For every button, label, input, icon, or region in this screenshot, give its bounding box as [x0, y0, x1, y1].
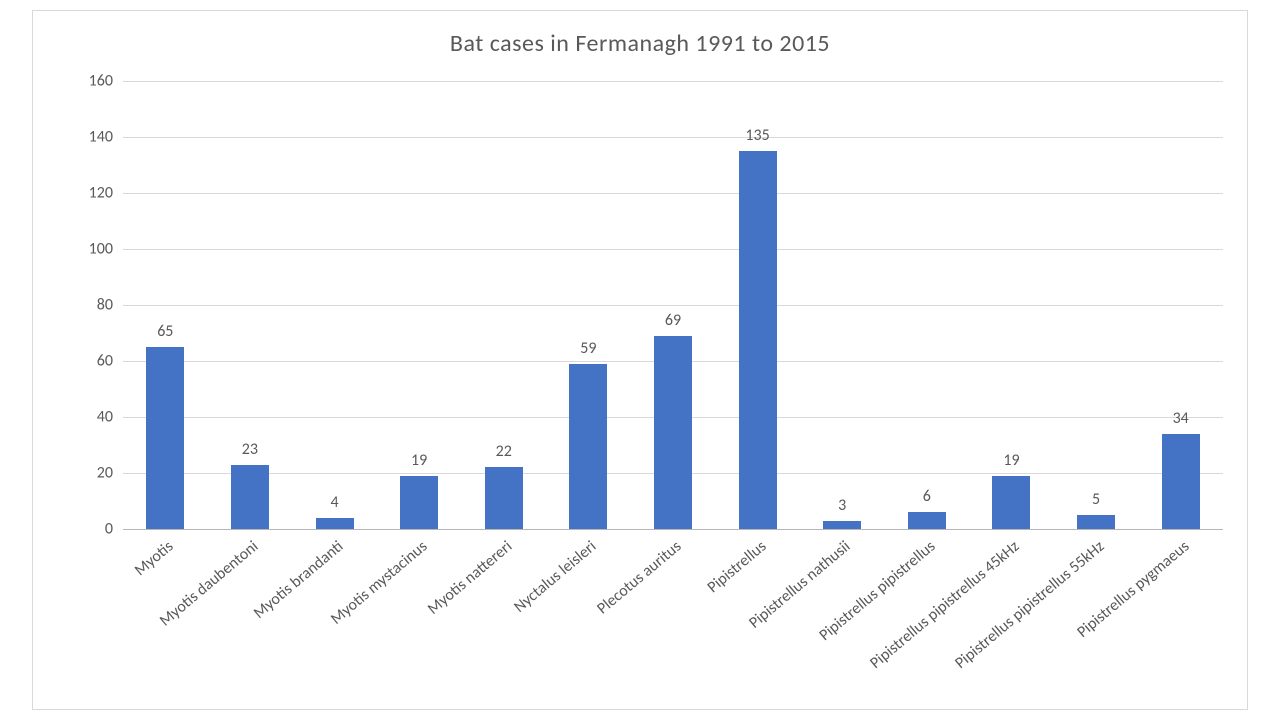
- ytick-label: 140: [89, 128, 123, 147]
- bar: 6: [908, 512, 946, 529]
- bar-data-label: 19: [1003, 451, 1019, 470]
- ytick-label: 80: [97, 296, 123, 315]
- xtick-label: Pipistrellus: [703, 537, 769, 597]
- bar: 69: [654, 336, 692, 529]
- bar: 4: [316, 518, 354, 529]
- xtick-label: Myotis nattereri: [424, 537, 516, 619]
- bar-data-label: 59: [580, 339, 596, 358]
- bar: 23: [231, 465, 269, 529]
- bar-data-label: 22: [496, 442, 512, 461]
- bar-data-label: 6: [923, 487, 931, 506]
- bar: 19: [400, 476, 438, 529]
- bar: 3: [823, 521, 861, 529]
- bar-data-label: 65: [157, 322, 173, 341]
- bar-data-label: 3: [838, 496, 846, 515]
- ytick-label: 120: [89, 184, 123, 203]
- ytick-label: 100: [89, 240, 123, 259]
- bar: 22: [485, 467, 523, 529]
- bar-data-label: 19: [411, 451, 427, 470]
- xtick-label: Pipistrellus pipistrellus 45kHz: [867, 537, 1024, 673]
- ytick-label: 40: [97, 408, 123, 427]
- bar-data-label: 135: [745, 126, 769, 145]
- bar: 5: [1077, 515, 1115, 529]
- chart-title: Bat cases in Fermanagh 1991 to 2015: [33, 29, 1247, 58]
- xtick-label: Myotis: [131, 537, 177, 580]
- xtick-label: Nyctalus leisleri: [511, 537, 601, 617]
- xtick-label: Pipistrellus pipistrellus 55kHz: [951, 537, 1108, 673]
- ytick-label: 60: [97, 352, 123, 371]
- ytick-label: 0: [105, 520, 123, 539]
- bar: 135: [739, 151, 777, 529]
- bar: 65: [146, 347, 184, 529]
- plot-area: 020406080100120140160 652341922596913536…: [123, 81, 1223, 529]
- bar: 59: [569, 364, 607, 529]
- bar: 19: [992, 476, 1030, 529]
- chart-container: Bat cases in Fermanagh 1991 to 2015 0 20 4…: [32, 10, 1248, 710]
- bar-data-label: 5: [1092, 490, 1100, 509]
- bar-data-label: 4: [330, 493, 338, 512]
- bar: 34: [1162, 434, 1200, 529]
- xtick-label: Plecotus auritus: [593, 537, 685, 618]
- ytick-label: 160: [89, 72, 123, 91]
- bar-data-label: 69: [665, 311, 681, 330]
- ytick-label: 20: [97, 464, 123, 483]
- bar-data-label: 34: [1173, 409, 1189, 428]
- bar-data-label: 23: [242, 440, 258, 459]
- x-axis-labels: MyotisMyotis daubentoniMyotis brandantiM…: [123, 529, 1223, 709]
